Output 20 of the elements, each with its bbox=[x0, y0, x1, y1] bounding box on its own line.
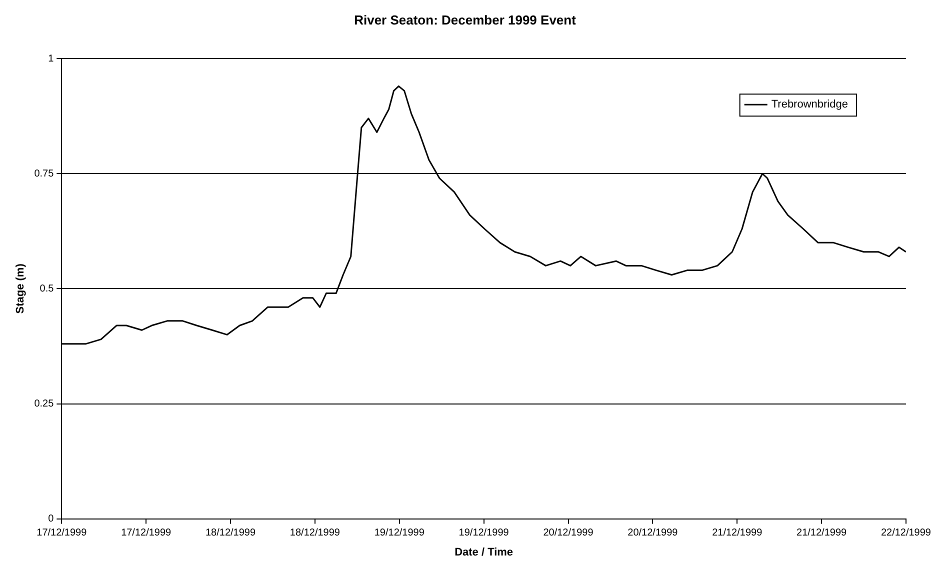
x-tick-label: 22/12/1999 bbox=[880, 528, 932, 539]
y-axis-title: Stage (m) bbox=[14, 263, 27, 314]
y-tick-label: 0.5 bbox=[40, 283, 54, 294]
y-tick-label: 1 bbox=[48, 53, 54, 64]
x-tick-label: 19/12/1999 bbox=[374, 528, 425, 539]
x-tick-label: 21/12/1999 bbox=[796, 528, 847, 539]
x-tick-label: 18/12/1999 bbox=[290, 528, 340, 539]
x-tick-label: 17/12/1999 bbox=[121, 528, 172, 539]
x-tick-label: 18/12/1999 bbox=[205, 528, 256, 539]
x-tick-label: 20/12/1999 bbox=[628, 528, 678, 539]
x-axis-title: Date / Time bbox=[454, 546, 514, 558]
x-tick-label: 20/12/1999 bbox=[543, 528, 594, 539]
x-tick-label: 21/12/1999 bbox=[712, 528, 763, 539]
y-tick-label: 0 bbox=[48, 514, 54, 525]
y-tick-label: 0.75 bbox=[34, 168, 54, 180]
x-tick-label: 19/12/1999 bbox=[458, 528, 510, 539]
x-tick-label: 17/12/1999 bbox=[36, 528, 88, 539]
legend-label: Trebrownbridge bbox=[771, 98, 848, 111]
chart-title: River Seaton: December 1999 Event bbox=[354, 12, 577, 28]
y-tick-label: 0.25 bbox=[34, 398, 54, 410]
